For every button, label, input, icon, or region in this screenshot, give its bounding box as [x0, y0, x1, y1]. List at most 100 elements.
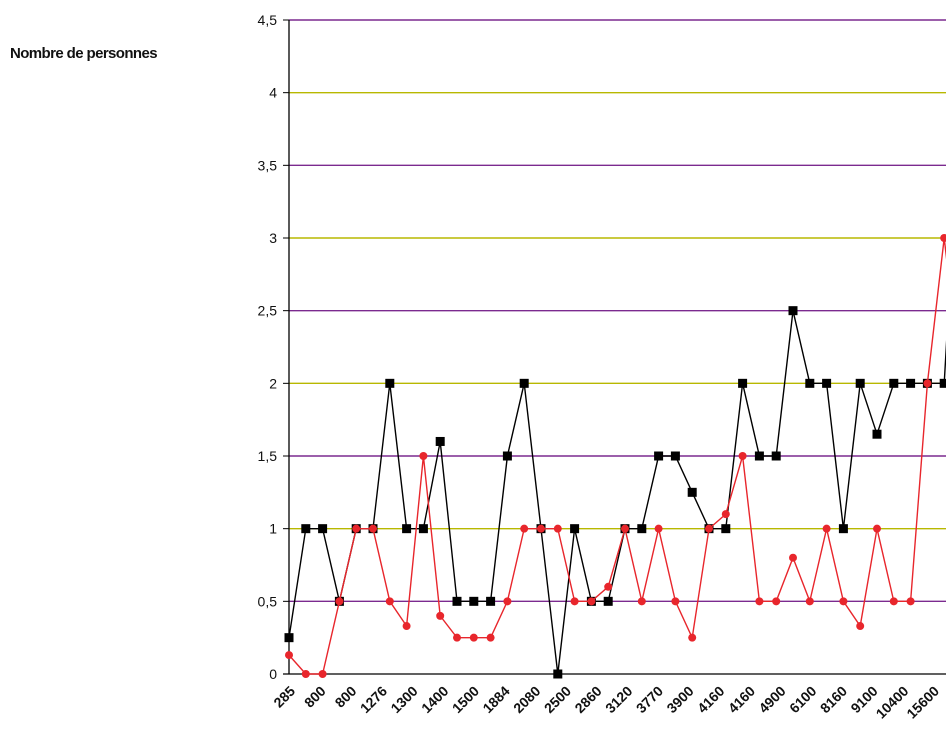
data-point [385, 378, 395, 388]
data-point [570, 524, 580, 534]
data-point [435, 436, 445, 446]
data-point [469, 633, 478, 642]
data-point [839, 597, 848, 606]
x-tick-label: 1400 [418, 683, 451, 716]
y-tick-label: 4 [269, 85, 277, 101]
data-point [486, 633, 495, 642]
x-tick-label: 4900 [755, 683, 788, 716]
x-tick-label: 10400 [873, 683, 912, 722]
data-point [721, 524, 731, 534]
data-point [335, 597, 344, 606]
data-point [637, 597, 646, 606]
data-point [855, 378, 865, 388]
data-point [318, 524, 328, 534]
y-tick-label: 1 [269, 521, 277, 537]
y-tick-label: 0 [269, 666, 277, 682]
data-point [285, 651, 293, 660]
data-point [771, 451, 781, 461]
y-tick-label: 2 [269, 375, 277, 391]
x-tick-label: 3900 [663, 683, 696, 716]
data-point [822, 524, 831, 533]
data-point [520, 524, 529, 533]
data-point [385, 597, 394, 606]
data-point [453, 633, 461, 642]
data-point [452, 596, 462, 606]
x-tick-label: 1300 [387, 683, 420, 716]
data-point [318, 670, 327, 678]
data-point [654, 451, 664, 461]
data-point [570, 597, 579, 606]
y-tick-labels: 0 0,5 1 1,5 2 2,5 3 3,5 4 4,5 [258, 12, 278, 682]
x-tick-label: 285 [270, 683, 298, 711]
data-point [419, 452, 428, 460]
x-tick-label: 4160 [694, 683, 727, 716]
data-point [671, 597, 680, 606]
data-point [402, 622, 411, 631]
x-tick-label: 2860 [571, 683, 604, 716]
data-point [788, 306, 798, 316]
data-point [486, 596, 496, 606]
data-point [503, 597, 512, 606]
data-point [805, 378, 815, 388]
data-point [889, 597, 898, 606]
y-tick-label: 3,5 [258, 157, 278, 173]
data-point [772, 597, 781, 606]
x-tick-label: 1884 [479, 683, 512, 716]
x-tick-label: 6100 [786, 683, 819, 716]
y-axis-title: Nombre de personnes [10, 45, 157, 62]
y-tick-label: 2,5 [258, 303, 278, 319]
data-point [519, 378, 529, 388]
x-tick-label: 8160 [817, 683, 850, 716]
data-point [301, 670, 310, 678]
axes [283, 20, 946, 675]
x-tick-labels: 285 800 8001276130014001500188420802500286… [270, 683, 942, 722]
x-tick-label: 2500 [541, 683, 574, 716]
data-point [402, 524, 412, 534]
data-point [502, 451, 512, 461]
data-point [822, 378, 832, 388]
x-tick-label: 3770 [633, 683, 666, 716]
data-point [789, 553, 797, 562]
data-point [352, 524, 361, 533]
y-tick-label: 4,5 [258, 12, 278, 28]
data-point [637, 524, 647, 534]
data-point [856, 622, 865, 631]
data-point [436, 611, 445, 620]
data-point [469, 596, 479, 606]
data-point [939, 378, 946, 388]
data-point [654, 524, 663, 533]
data-point [906, 378, 916, 388]
data-point [754, 451, 764, 461]
data-point [688, 633, 697, 642]
x-tick-label: 4160 [725, 683, 758, 716]
data-point [369, 524, 377, 533]
x-tick-label: 1500 [449, 683, 482, 716]
data-point [873, 524, 881, 533]
data-point [838, 524, 848, 534]
data-point [872, 429, 882, 439]
data-point [670, 451, 680, 461]
y-tick-label: 3 [269, 230, 277, 246]
data-point [705, 524, 713, 533]
data-point [755, 597, 764, 606]
x-tick-label: 1276 [357, 683, 390, 716]
data-point [738, 378, 748, 388]
x-tick-label: 2080 [510, 683, 543, 716]
x-tick-label: 3120 [602, 683, 635, 716]
data-point [603, 596, 613, 606]
y-tick-label: 1,5 [258, 448, 278, 464]
series-2 [285, 234, 946, 678]
data-point [553, 669, 563, 679]
data-point [687, 487, 697, 497]
data-point [604, 582, 613, 591]
data-point [923, 379, 932, 388]
data-point [805, 597, 814, 606]
data-point [418, 524, 428, 534]
data-point [721, 510, 730, 519]
series-group [284, 234, 946, 679]
x-tick-label: 800 [332, 683, 360, 711]
data-point [553, 524, 562, 533]
data-point [537, 524, 545, 533]
y-tick-label: 0,5 [258, 593, 278, 609]
data-point [940, 234, 946, 242]
